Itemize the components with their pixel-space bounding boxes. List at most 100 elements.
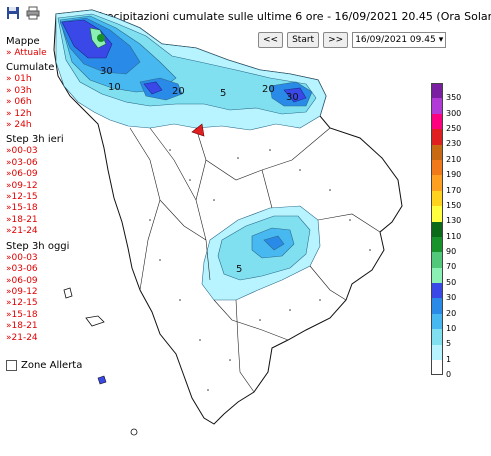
attuale-link[interactable]: » Attuale [6, 48, 47, 58]
toolbar [6, 6, 40, 20]
mappe-title: Mappe [6, 36, 40, 47]
step-oggi-link[interactable]: »00-03 [6, 252, 38, 263]
contour-label: 30 [286, 92, 299, 103]
marker-icon [191, 123, 205, 137]
legend-value: 70 [446, 262, 457, 272]
legend-value: 110 [446, 231, 462, 241]
contour-label: 5 [236, 264, 242, 275]
zone-allerta-toggle[interactable]: Zone Allerta [6, 360, 82, 371]
datetime-select[interactable]: 16/09/2021 09.45 ▾ [352, 32, 447, 48]
legend-row: 230 [431, 129, 461, 148]
province-borders [129, 127, 381, 393]
legend-swatch [431, 298, 443, 314]
start-button[interactable]: Start [287, 32, 320, 48]
legend-value: 50 [446, 277, 457, 287]
step-ieri-title: Step 3h ieri [6, 134, 64, 146]
datetime-value: 16/09/2021 09.45 [355, 35, 436, 45]
island-capraia [63, 287, 73, 299]
legend-swatch [431, 252, 443, 268]
cumulate-link-12h[interactable]: » 12h [6, 108, 32, 119]
legend-swatch [431, 221, 443, 237]
printer-icon[interactable] [26, 6, 40, 20]
legend-value: 1 [446, 354, 452, 364]
cumulate-link-24h[interactable]: » 24h [6, 120, 32, 131]
step-oggi-link[interactable]: »21-24 [6, 332, 38, 343]
legend-row: 10 [431, 313, 461, 333]
sidebar: Mappe » Attuale Cumulate » 01h » 03h » 0… [6, 33, 86, 344]
cumulate-link-06h[interactable]: » 06h [6, 97, 32, 108]
legend-swatch [431, 190, 443, 207]
floppy-icon[interactable] [6, 6, 20, 20]
step-oggi-link[interactable]: »18-21 [6, 321, 38, 332]
step-ieri-link[interactable]: »09-12 [6, 180, 38, 191]
step-ieri-link[interactable]: »06-09 [6, 169, 38, 180]
legend-row: 5 [431, 329, 461, 348]
legend-swatch [431, 313, 443, 330]
cumulate-link-03h[interactable]: » 03h [6, 85, 32, 96]
legend-row: 70 [431, 252, 461, 271]
legend-row: 300 [431, 98, 461, 118]
cumulate-link-01h[interactable]: » 01h [6, 74, 32, 85]
page-title: Precipitazioni cumulate sulle ultime 6 o… [96, 10, 491, 23]
step-ieri-link[interactable]: »21-24 [6, 226, 38, 237]
legend-row: 110 [431, 221, 461, 241]
zone-allerta-label: Zone Allerta [21, 360, 83, 371]
legend-value: 210 [446, 154, 462, 164]
legend-swatch [431, 113, 443, 130]
legend-row: 20 [431, 298, 461, 318]
step-ieri-link[interactable]: »18-21 [6, 214, 38, 225]
island-elba [85, 315, 105, 327]
legend-value: 230 [446, 139, 462, 149]
legend-swatch [431, 267, 443, 284]
legend-value: 90 [446, 247, 457, 257]
step-oggi-link[interactable]: »12-15 [6, 298, 38, 309]
step-oggi-title: Step 3h oggi [6, 240, 70, 252]
legend-swatch [431, 329, 443, 345]
contour-labels: 30 20 10 5 20 5 30 [100, 66, 299, 275]
contour-label: 10 [108, 82, 121, 93]
next-button[interactable]: >> [323, 32, 349, 48]
step-ieri-link[interactable]: »03-06 [6, 157, 38, 168]
zone-allerta-checkbox[interactable] [6, 360, 17, 371]
legend-row: 210 [431, 144, 461, 164]
precipitation-map: 30 20 10 5 20 5 30 [53, 9, 403, 436]
contour-label: 20 [172, 86, 185, 97]
legend-row: 0 [431, 360, 461, 379]
legend-row: 1 [431, 344, 461, 364]
step-oggi-link[interactable]: »03-06 [6, 264, 38, 275]
rain-area-30mm-b [143, 81, 163, 95]
step-oggi-link[interactable]: »06-09 [6, 275, 38, 286]
prev-button[interactable]: << [258, 32, 284, 48]
legend-swatch [431, 283, 443, 299]
legend-swatch [431, 344, 443, 361]
legend-swatch [431, 144, 443, 160]
legend-row: 190 [431, 159, 461, 179]
legend-value: 5 [446, 339, 452, 349]
legend-value: 0 [446, 370, 452, 380]
rain-area-90mm [97, 34, 105, 42]
legend-row: 150 [431, 190, 461, 210]
cumulate-title: Cumulate [6, 62, 55, 74]
legend-swatch [431, 98, 443, 114]
legend-value: 170 [446, 185, 462, 195]
legend-swatch [431, 159, 443, 176]
contour-label: 20 [262, 84, 275, 95]
step-ieri-link[interactable]: »12-15 [6, 192, 38, 203]
legend-swatch [431, 360, 443, 376]
legend-swatch [431, 175, 443, 191]
rain-area-30mm [61, 19, 113, 59]
legend-value: 30 [446, 293, 457, 303]
legend-row: 130 [431, 206, 461, 225]
step-oggi-link[interactable]: »09-12 [6, 286, 38, 297]
rain-area-30mm-c [283, 87, 307, 103]
legend-row: 90 [431, 236, 461, 256]
legend-row: 170 [431, 175, 461, 195]
legend-swatch [431, 129, 443, 145]
chevron-down-icon: ▾ [438, 35, 444, 45]
station-dots [149, 149, 371, 391]
step-oggi-link[interactable]: »15-18 [6, 309, 38, 320]
legend-value: 10 [446, 324, 457, 334]
step-ieri-link[interactable]: »15-18 [6, 203, 38, 214]
step-ieri-link[interactable]: »00-03 [6, 146, 38, 157]
legend-value: 150 [446, 200, 462, 210]
